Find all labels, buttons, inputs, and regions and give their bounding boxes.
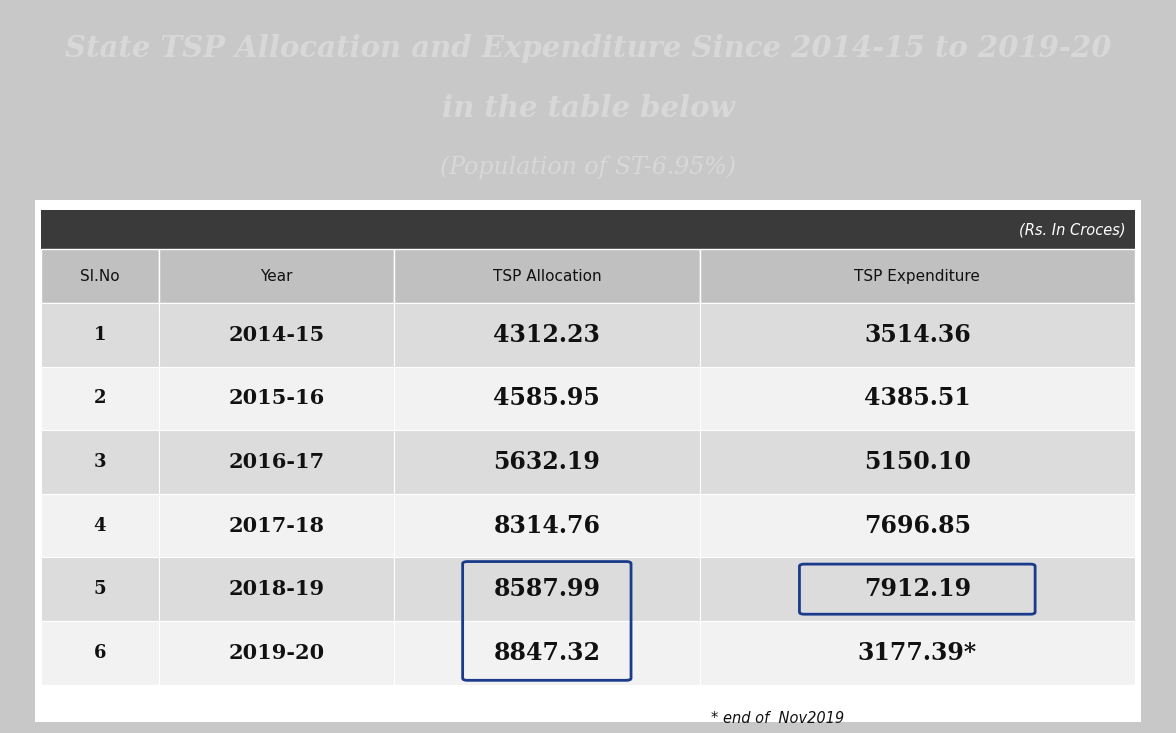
Text: 8314.76: 8314.76 bbox=[494, 514, 600, 537]
Bar bbox=[394, 494, 700, 557]
Bar bbox=[700, 557, 1135, 621]
Bar bbox=[394, 303, 700, 366]
Bar bbox=[159, 621, 394, 685]
Text: 3514.36: 3514.36 bbox=[864, 323, 970, 347]
Bar bbox=[159, 430, 394, 494]
Bar bbox=[41, 303, 159, 366]
Text: TSP Expenditure: TSP Expenditure bbox=[854, 268, 981, 284]
Text: 5632.19: 5632.19 bbox=[494, 450, 600, 474]
Bar bbox=[41, 366, 159, 430]
Text: Sl.No: Sl.No bbox=[80, 268, 120, 284]
Text: 5: 5 bbox=[94, 580, 106, 598]
Text: Year: Year bbox=[260, 268, 293, 284]
Text: 4585.95: 4585.95 bbox=[494, 386, 600, 410]
Text: TSP Allocation: TSP Allocation bbox=[493, 268, 601, 284]
Bar bbox=[394, 249, 700, 303]
Text: 4: 4 bbox=[94, 517, 106, 534]
Bar bbox=[41, 621, 159, 685]
Bar bbox=[394, 621, 700, 685]
Text: 2016-17: 2016-17 bbox=[228, 452, 325, 472]
Text: (Rs. In Croces): (Rs. In Croces) bbox=[1018, 222, 1125, 237]
Text: 7696.85: 7696.85 bbox=[864, 514, 970, 537]
Text: 2014-15: 2014-15 bbox=[228, 325, 325, 345]
Bar bbox=[159, 366, 394, 430]
Text: 2018-19: 2018-19 bbox=[228, 579, 325, 599]
Text: 8847.32: 8847.32 bbox=[494, 641, 600, 665]
Text: 1: 1 bbox=[94, 326, 106, 344]
Bar bbox=[41, 494, 159, 557]
Bar bbox=[700, 494, 1135, 557]
Bar bbox=[159, 494, 394, 557]
Bar bbox=[159, 557, 394, 621]
Bar bbox=[41, 430, 159, 494]
Bar bbox=[700, 366, 1135, 430]
Text: 3177.39*: 3177.39* bbox=[857, 641, 977, 665]
Text: 2017-18: 2017-18 bbox=[228, 515, 325, 536]
Bar bbox=[159, 249, 394, 303]
Text: in the table below: in the table below bbox=[442, 95, 734, 123]
Text: State TSP Allocation and Expenditure Since 2014-15 to 2019-20: State TSP Allocation and Expenditure Sin… bbox=[65, 34, 1111, 63]
Text: * end of  Nov2019: * end of Nov2019 bbox=[711, 712, 844, 726]
Bar bbox=[41, 557, 159, 621]
Text: 2: 2 bbox=[94, 389, 106, 408]
Text: (Population of ST-6.95%): (Population of ST-6.95%) bbox=[440, 155, 736, 179]
Text: 6: 6 bbox=[94, 644, 106, 662]
Bar bbox=[700, 249, 1135, 303]
Bar bbox=[394, 366, 700, 430]
Bar bbox=[700, 621, 1135, 685]
Bar bbox=[41, 249, 159, 303]
Text: 8587.99: 8587.99 bbox=[494, 577, 600, 601]
Text: 2019-20: 2019-20 bbox=[228, 643, 325, 663]
Text: 2015-16: 2015-16 bbox=[228, 388, 325, 408]
Bar bbox=[159, 303, 394, 366]
Text: 7912.19: 7912.19 bbox=[863, 577, 971, 601]
Bar bbox=[394, 430, 700, 494]
Bar bbox=[700, 303, 1135, 366]
Bar bbox=[394, 557, 700, 621]
Text: 4385.51: 4385.51 bbox=[864, 386, 970, 410]
Text: 5150.10: 5150.10 bbox=[864, 450, 970, 474]
Bar bbox=[41, 210, 1135, 249]
Text: 3: 3 bbox=[94, 453, 106, 471]
Text: 4312.23: 4312.23 bbox=[494, 323, 600, 347]
Bar bbox=[700, 430, 1135, 494]
